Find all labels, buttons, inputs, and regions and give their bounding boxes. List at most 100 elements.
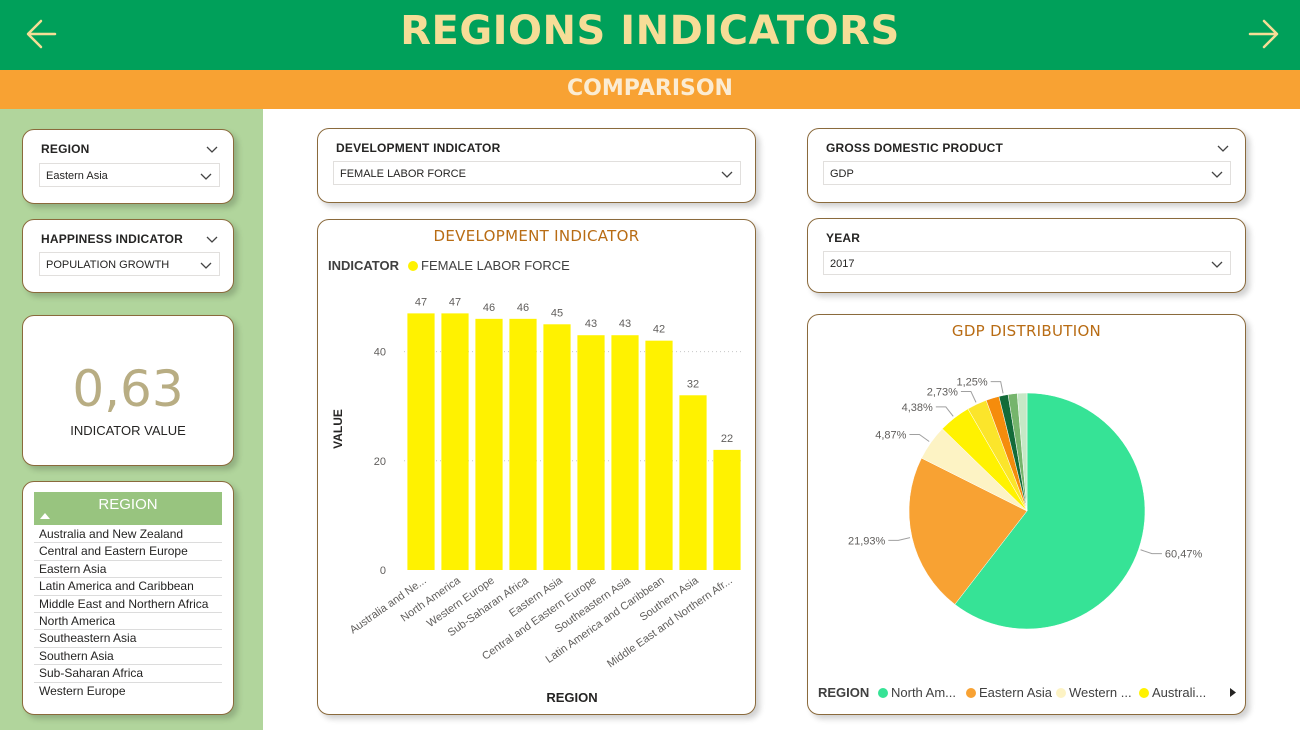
- bar[interactable]: [679, 395, 707, 570]
- bar[interactable]: [543, 324, 571, 570]
- gdp-slicer-label: GROSS DOMESTIC PRODUCT: [826, 141, 1004, 155]
- year-slicer-label: YEAR: [826, 231, 861, 245]
- kpi-value: 0,63: [72, 360, 184, 418]
- year-slicer: YEAR 2017: [807, 218, 1246, 293]
- pie-legend-item[interactable]: Eastern Asia: [966, 685, 1052, 700]
- region-list-item[interactable]: Central and Eastern Europe: [34, 543, 222, 561]
- header-bar: REGIONS INDICATORS: [0, 0, 1300, 70]
- pie-data-label: 4,38%: [902, 402, 933, 414]
- subheader-bar: COMPARISON: [0, 70, 1300, 109]
- pie-leader-line: [909, 434, 930, 442]
- pie-leader-line: [935, 406, 954, 417]
- bar[interactable]: [577, 335, 605, 570]
- pie-slice[interactable]: [908, 457, 1028, 605]
- chevron-down-icon[interactable]: [205, 142, 219, 156]
- bar-legend-label: FEMALE LABOR FORCE: [421, 258, 570, 273]
- legend-dot-icon: [408, 261, 418, 271]
- bar-data-label: 43: [619, 318, 631, 330]
- bar-data-label: 42: [653, 324, 665, 336]
- region-list-item[interactable]: Eastern Asia: [34, 561, 222, 579]
- arrow-left-icon[interactable]: [22, 14, 62, 54]
- bar[interactable]: [645, 340, 673, 570]
- bar[interactable]: [441, 313, 469, 570]
- bar-data-label: 47: [415, 296, 427, 308]
- chevron-down-icon: [200, 262, 212, 269]
- chevron-down-icon[interactable]: [1216, 141, 1230, 155]
- legend-dot-icon: [1139, 688, 1149, 698]
- region-dropdown[interactable]: Eastern Asia: [39, 163, 220, 187]
- pie-data-label: 21,93%: [848, 535, 886, 547]
- arrow-right-icon[interactable]: [1243, 14, 1283, 54]
- pie-data-label: 1,25%: [956, 377, 987, 389]
- pie-legend-item[interactable]: Australi...: [1139, 685, 1206, 700]
- happiness-slicer-label: HAPPINESS INDICATOR: [41, 232, 184, 246]
- pie-data-label: 2,73%: [927, 387, 958, 399]
- page-subtitle: COMPARISON: [567, 76, 733, 101]
- bar-data-label: 46: [517, 302, 529, 314]
- bar[interactable]: [713, 449, 741, 570]
- region-table-header[interactable]: REGION: [34, 492, 222, 525]
- bar[interactable]: [611, 335, 639, 570]
- chevron-down-icon: [200, 173, 212, 180]
- region-list-item[interactable]: Southeastern Asia: [34, 630, 222, 648]
- development-slicer-label: DEVELOPMENT INDICATOR: [336, 141, 501, 155]
- gdp-chart-card: GDP DISTRIBUTION 60,47% 21,93% 4,87% 4,38% 2…: [807, 314, 1246, 715]
- pie-legend-item[interactable]: Western ...: [1056, 685, 1132, 700]
- pie-leader-line: [888, 537, 911, 541]
- legend-dot-icon: [1056, 688, 1066, 698]
- region-list-item[interactable]: Western Europe: [39, 683, 126, 698]
- x-axis-title: REGION: [546, 690, 597, 705]
- pie-slice[interactable]: [1016, 392, 1028, 512]
- bar-data-label: 43: [585, 318, 597, 330]
- region-list-item[interactable]: Middle East and Northern Africa: [34, 596, 222, 613]
- region-dropdown-value: Eastern Asia: [46, 170, 108, 182]
- y-tick-label: 20: [374, 456, 386, 468]
- region-list-item[interactable]: Southern Asia: [34, 648, 222, 666]
- pie-legend-label: Eastern Asia: [979, 685, 1052, 700]
- bar-data-label: 45: [551, 307, 563, 319]
- bar-data-label: 46: [483, 302, 495, 314]
- pie-chart: 60,47% 21,93% 4,87% 4,38% 2,73%1,25%: [848, 377, 1203, 630]
- legend-dot-icon: [966, 688, 976, 698]
- pie-leader-line: [1140, 549, 1162, 555]
- pie-legend-label: Western ...: [1069, 685, 1132, 700]
- gdp-slicer: GROSS DOMESTIC PRODUCT GDP: [807, 128, 1246, 203]
- y-tick-label: 0: [380, 565, 386, 577]
- chevron-down-icon[interactable]: [205, 232, 219, 246]
- pie-legend-title: REGION: [818, 685, 870, 700]
- chevron-down-icon: [1211, 261, 1223, 268]
- pie-legend-label: North Am...: [891, 685, 957, 700]
- happiness-slicer: HAPPINESS INDICATOR POPULATION GROWTH: [22, 219, 234, 293]
- bar[interactable]: [407, 313, 435, 570]
- bar[interactable]: [509, 318, 537, 570]
- kpi-label: INDICATOR VALUE: [70, 423, 186, 438]
- pie-slice[interactable]: [954, 392, 1146, 630]
- gdp-dropdown[interactable]: GDP: [823, 161, 1231, 185]
- year-dropdown[interactable]: 2017: [823, 251, 1231, 275]
- region-list: Australia and New Zealand Central and Eas…: [34, 526, 222, 700]
- pie-legend-label: Australi...: [1152, 685, 1207, 700]
- bar[interactable]: [475, 318, 503, 570]
- triangle-right-icon[interactable]: [1229, 687, 1237, 698]
- pie-leader-line: [990, 381, 1004, 394]
- region-list-item[interactable]: Latin America and Caribbean: [34, 578, 222, 596]
- kpi-card: 0,63 INDICATOR VALUE: [22, 315, 234, 466]
- happiness-dropdown[interactable]: POPULATION GROWTH: [39, 252, 220, 276]
- bar-data-label: 47: [449, 296, 461, 308]
- sort-ascending-icon[interactable]: [40, 513, 50, 519]
- bar-data-label: 22: [721, 433, 733, 445]
- development-chart-card: DEVELOPMENT INDICATOR INDICATOR FEMALE L…: [317, 219, 756, 715]
- page-title: REGIONS INDICATORS: [400, 8, 900, 54]
- bar-legend-item[interactable]: FEMALE LABOR FORCE: [408, 258, 570, 273]
- region-list-item[interactable]: Sub-Saharan Africa: [34, 665, 222, 683]
- pie-chart-title: GDP DISTRIBUTION: [951, 322, 1102, 340]
- region-table: REGION Australia and New Zealand Central …: [22, 481, 234, 715]
- pie-legend-item[interactable]: North Am...: [878, 685, 956, 700]
- region-list-item[interactable]: North America: [34, 613, 222, 631]
- region-slicer: REGION Eastern Asia: [22, 129, 234, 204]
- region-list-item[interactable]: Australia and New Zealand: [34, 526, 222, 544]
- gdp-dropdown-value: GDP: [830, 168, 854, 180]
- development-dropdown[interactable]: FEMALE LABOR FORCE: [333, 161, 741, 185]
- pie-data-label: 60,47%: [1165, 549, 1203, 561]
